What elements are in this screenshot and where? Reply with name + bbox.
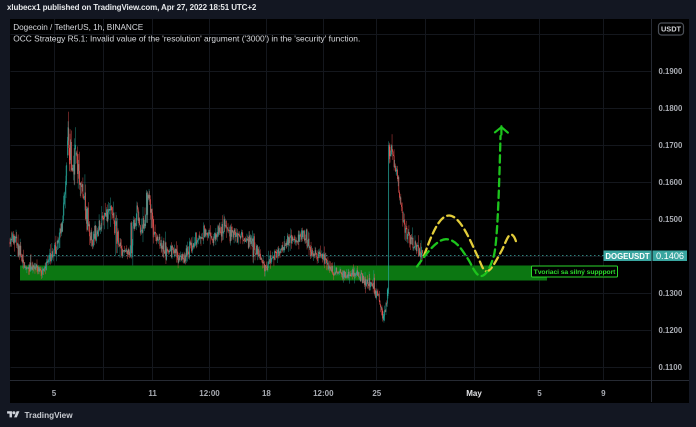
- svg-text:0.1300: 0.1300: [659, 289, 684, 298]
- svg-text:12:00: 12:00: [313, 389, 334, 398]
- svg-text:Dogecoin / TetherUS, 1h, BINAN: Dogecoin / TetherUS, 1h, BINANCE: [13, 23, 144, 32]
- svg-text:May: May: [466, 389, 482, 398]
- svg-text:TradingView: TradingView: [25, 411, 74, 420]
- svg-text:OCC Strategy R5.1: Invalid val: OCC Strategy R5.1: Invalid value of the …: [13, 34, 360, 44]
- svg-text:18: 18: [262, 389, 271, 398]
- svg-text:Tvoriaci sa silný suppport: Tvoriaci sa silný suppport: [534, 269, 616, 276]
- svg-text:5: 5: [52, 389, 57, 398]
- svg-text:9: 9: [601, 389, 606, 398]
- svg-text:DOGEUSDT: DOGEUSDT: [605, 252, 649, 261]
- svg-text:0.1200: 0.1200: [659, 326, 684, 335]
- svg-text:5: 5: [537, 389, 542, 398]
- svg-text:0.1900: 0.1900: [659, 67, 684, 76]
- svg-text:25: 25: [372, 389, 381, 398]
- svg-text:0.1700: 0.1700: [659, 141, 684, 150]
- svg-text:0.1500: 0.1500: [659, 215, 684, 224]
- svg-text:0.1800: 0.1800: [659, 104, 684, 113]
- svg-text:0.1100: 0.1100: [659, 363, 683, 372]
- svg-text:12:00: 12:00: [199, 389, 220, 398]
- svg-text:0.1406: 0.1406: [656, 251, 684, 261]
- svg-text:11: 11: [148, 389, 157, 398]
- svg-text:0.1600: 0.1600: [659, 178, 684, 187]
- svg-text:USDT: USDT: [661, 25, 682, 34]
